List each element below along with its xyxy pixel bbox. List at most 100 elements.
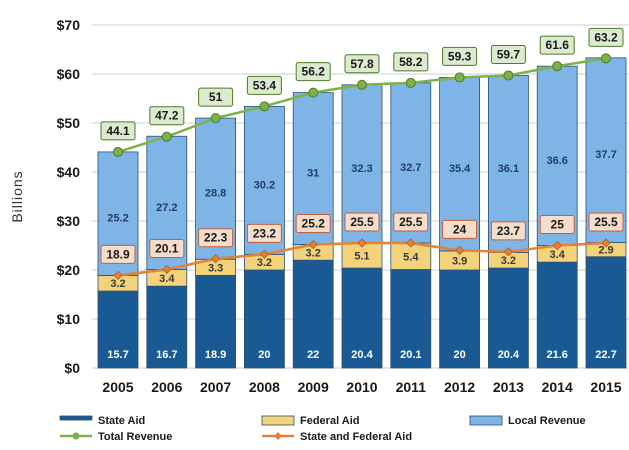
bar-value-label: 27.2: [156, 202, 177, 214]
bar-segment: [97, 290, 139, 369]
line-value-label: 59.3: [448, 49, 472, 63]
x-tick-label: 2013: [493, 379, 524, 395]
legend-item: State Aid: [59, 415, 145, 427]
line-value-box: [100, 121, 136, 141]
line-value-box: [100, 244, 136, 264]
line-value-label: 24: [453, 222, 467, 236]
line-point: [406, 238, 416, 248]
legend-label: State and Federal Aid: [300, 431, 412, 443]
line-value-box: [539, 35, 575, 55]
bar-value-label: 21.6: [546, 349, 567, 361]
line-point: [503, 70, 514, 81]
line-point: [161, 131, 172, 142]
bar-value-label: 20.1: [400, 349, 421, 361]
bar-value-label: 3.9: [452, 255, 467, 267]
legend-swatch: [261, 415, 295, 426]
bar-segment: [292, 259, 334, 369]
bar-segment: [195, 274, 237, 369]
bar-value-label: 3.4: [550, 249, 566, 261]
line-value-label: 25.5: [594, 215, 618, 229]
line-point: [308, 87, 319, 98]
bar-value-label: 3.2: [257, 257, 272, 269]
legend-item: State and Federal Aid: [262, 431, 412, 443]
line-point: [162, 264, 172, 275]
bar-value-label: 22: [307, 349, 319, 361]
x-tick-label: 2007: [200, 379, 231, 395]
bar-value-label: 5.4: [403, 251, 419, 263]
y-tick-label: $60: [57, 66, 81, 82]
line-value-box: [198, 87, 234, 107]
legend-swatch: [469, 415, 503, 426]
line-value-box: [588, 27, 624, 47]
line-point: [357, 238, 367, 248]
line-value-label: 44.1: [106, 124, 130, 138]
bar-value-label: 30.2: [254, 179, 275, 191]
line-value-label: 51: [209, 90, 223, 104]
line-point: [259, 101, 270, 112]
bar-value-label: 32.7: [400, 162, 421, 174]
x-tick-label: 2005: [102, 379, 133, 395]
legend-item: Total Revenue: [60, 431, 172, 443]
line-point: [454, 72, 465, 83]
legend-marker: [72, 432, 80, 440]
y-tick-label: $30: [57, 213, 81, 229]
line-point: [113, 270, 123, 280]
bar-value-label: 31: [307, 168, 319, 180]
legend-label: Local Revenue: [508, 415, 586, 427]
bar-segment: [341, 267, 383, 369]
bar-value-label: 36.6: [546, 155, 567, 167]
line-value-box: [198, 228, 234, 248]
y-tick-label: $50: [57, 115, 81, 131]
bar-value-label: 3.2: [306, 247, 321, 259]
line-point: [210, 113, 221, 124]
line-point: [601, 53, 611, 64]
x-tick-label: 2014: [542, 379, 573, 395]
bar-value-label: 2.9: [598, 245, 613, 257]
line-value-label: 25: [551, 218, 565, 232]
legend-item: Local Revenue: [469, 415, 586, 427]
line-value-label: 20.1: [155, 242, 179, 256]
y-tick-label: $20: [57, 262, 81, 278]
line-value-box: [246, 75, 282, 95]
bar-value-label: 25.2: [107, 213, 128, 225]
line-value-box: [393, 52, 429, 72]
line-value-box: [490, 44, 526, 64]
line-value-box: [149, 239, 185, 259]
bar-value-label: 32.3: [351, 163, 372, 175]
line-value-box: [393, 212, 429, 232]
line-value-label: 23.7: [497, 224, 521, 238]
x-tick-label: 2011: [396, 379, 427, 395]
bar-value-label: 36.1: [498, 163, 519, 175]
bar-value-label: 20: [453, 349, 465, 361]
y-tick-label: $0: [64, 360, 80, 376]
line-point: [455, 245, 465, 255]
bar-value-label: 3.2: [110, 278, 125, 290]
x-tick-label: 2008: [249, 379, 280, 395]
x-tick-label: 2012: [444, 379, 475, 395]
line-value-box: [588, 212, 624, 232]
line-point: [552, 61, 563, 72]
bar-segment: [439, 269, 481, 369]
line-value-box: [295, 214, 331, 234]
bar-value-label: 20.4: [498, 349, 520, 361]
line-value-label: 61.6: [546, 38, 570, 52]
bar-value-label: 3.2: [501, 255, 516, 267]
x-tick-label: 2009: [298, 379, 329, 395]
bar-segment: [146, 285, 188, 369]
line-value-label: 22.3: [204, 231, 228, 245]
bar-value-label: 37.7: [595, 149, 616, 161]
line-point: [308, 239, 318, 250]
y-tick-label: $70: [57, 17, 81, 33]
line-value-label: 23.2: [253, 226, 277, 240]
line-value-label: 18.9: [106, 247, 130, 261]
line-value-box: [295, 62, 331, 82]
line-value-label: 25.5: [399, 215, 423, 229]
line-value-label: 59.7: [497, 47, 521, 61]
line-value-box: [149, 106, 185, 126]
line-point: [259, 249, 269, 259]
line-value-label: 63.2: [594, 30, 618, 44]
line-value-label: 25.5: [350, 215, 374, 229]
line-value-box: [246, 223, 282, 243]
bar-segment: [585, 256, 627, 369]
